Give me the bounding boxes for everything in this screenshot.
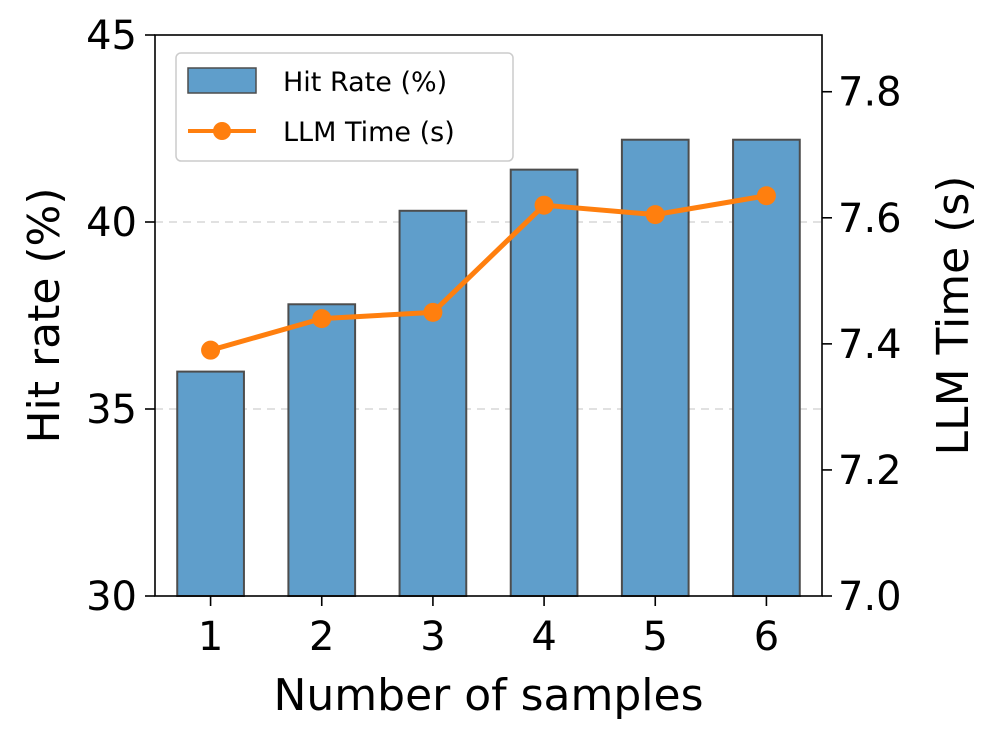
bar <box>509 168 579 597</box>
legend-bar-label: Hit Rate (%) <box>283 67 447 98</box>
bar <box>287 303 357 597</box>
legend-line-label: LLM Time (s) <box>283 117 455 148</box>
x-axis-ticks: 1 2 3 4 5 6 <box>198 596 779 660</box>
bar-series <box>176 138 801 597</box>
legend-line-marker <box>213 122 231 140</box>
x-tick-label: 2 <box>309 614 334 660</box>
x-axis-label: Number of samples <box>273 670 703 721</box>
x-tick-label: 1 <box>198 614 223 660</box>
bar <box>176 370 245 597</box>
gridlines <box>155 221 822 410</box>
x-tick-label: 6 <box>754 614 779 660</box>
left-tick-label: 40 <box>86 200 137 246</box>
line-point <box>201 340 221 360</box>
left-axis-ticks: 30 35 40 45 <box>86 13 155 620</box>
legend-box <box>175 52 514 162</box>
right-axis-label: LLM Time (s) <box>928 176 979 456</box>
line-point <box>756 186 776 206</box>
right-tick-label: 7.8 <box>838 70 902 116</box>
line-point <box>645 205 665 225</box>
x-tick-label: 5 <box>643 614 668 660</box>
legend-bar-swatch <box>187 67 257 94</box>
series-line <box>209 193 767 353</box>
right-tick-label: 7.2 <box>838 448 902 494</box>
right-tick-label: 7.0 <box>838 574 902 620</box>
line-point <box>423 302 443 322</box>
left-axis-label: Hit rate (%) <box>19 187 70 443</box>
plot-frame <box>154 34 823 597</box>
right-axis-ticks: 7.0 7.2 7.4 7.6 7.8 <box>822 70 902 620</box>
line-series <box>201 186 776 360</box>
left-tick-label: 35 <box>86 387 137 433</box>
bar <box>732 138 801 597</box>
left-tick-label: 30 <box>86 574 137 620</box>
bar <box>398 209 468 597</box>
left-tick-label: 45 <box>86 13 137 59</box>
x-tick-label: 3 <box>420 614 445 660</box>
right-tick-label: 7.6 <box>838 196 902 242</box>
legend: Hit Rate (%) LLM Time (s) <box>175 52 514 162</box>
line-point <box>312 309 332 329</box>
line-point <box>534 195 554 215</box>
x-tick-label: 4 <box>531 614 556 660</box>
right-tick-label: 7.4 <box>838 322 902 368</box>
